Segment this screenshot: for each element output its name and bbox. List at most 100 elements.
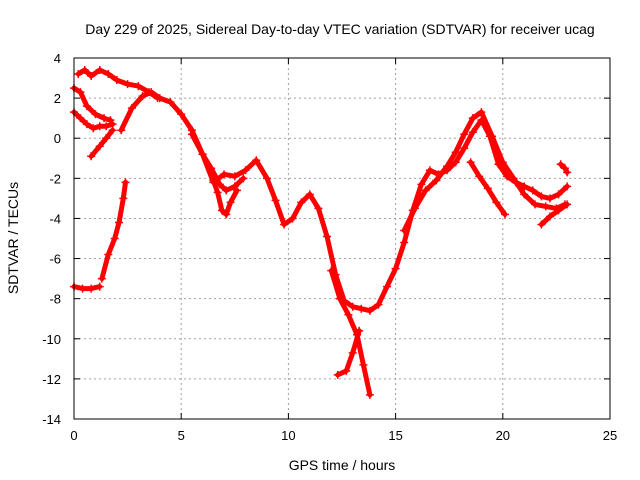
data-point [95,282,104,291]
data-point [466,158,475,167]
data-point [432,176,441,185]
data-point [123,80,132,89]
data-point [108,126,117,135]
series-14 [537,200,572,229]
data-point [187,130,196,139]
chart-title: Day 229 of 2025, Sidereal Day-to-day VTE… [85,21,594,37]
data-point [383,282,392,291]
data-point [357,304,366,313]
data-point [322,232,331,241]
data-point [333,370,342,379]
data-point [400,238,409,247]
y-tick-label: -2 [49,171,61,186]
data-point [314,204,323,213]
data-point [280,220,289,229]
series-9 [209,176,241,219]
data-point [76,114,85,123]
data-point [217,206,226,215]
data-point [556,160,565,169]
y-tick-label: -4 [49,211,61,226]
series-line [75,67,161,101]
x-tick-label: 0 [70,428,77,443]
series-4 [70,84,115,125]
y-axis-label: SDTVAR / TECUs [5,182,21,294]
data-point [554,206,563,215]
y-tick-label: -6 [49,252,61,267]
data-point [537,192,546,201]
data-point [271,196,280,205]
data-point [104,250,113,259]
data-point [82,120,91,129]
data-point [89,124,98,133]
data-point [112,76,121,85]
data-point [119,194,128,203]
data-point [530,200,539,209]
data-point [262,174,271,183]
data-point [365,390,374,399]
x-tick-label: 25 [603,428,617,443]
data-point [177,110,186,119]
x-tick-label: 15 [388,428,402,443]
series-3 [74,66,162,103]
data-point [297,198,306,207]
data-point [443,162,452,171]
x-tick-label: 5 [178,428,185,443]
data-point [500,210,509,219]
series-layer [70,66,572,399]
data-point [400,226,409,235]
data-point [305,190,314,199]
data-point [563,168,572,177]
data-point [365,306,374,315]
x-axis-label: GPS time / hours [289,457,396,473]
data-point [241,166,250,175]
data-point [451,148,460,157]
series-line [88,127,116,159]
data-point [104,70,113,79]
data-point [102,122,111,131]
data-point [220,170,229,179]
data-point [374,300,383,309]
data-point [475,172,484,181]
data-point [91,110,100,119]
series-line [71,284,103,292]
data-point [425,166,434,175]
data-point [74,70,83,79]
data-point [80,66,89,75]
data-point [230,182,239,191]
data-point [230,172,239,181]
ticks: 0 5 10 15 20 25 -14 -12 -10 -8 -6 -4 -2 0 2 4 [42,51,617,443]
data-point [477,108,486,117]
data-point [342,366,351,375]
data-point [554,190,563,199]
y-tick-label: -10 [42,332,61,347]
y-tick-label: 2 [54,91,61,106]
data-point [222,186,231,195]
series-11 [333,326,364,379]
data-point [95,142,104,151]
data-point [115,218,124,227]
y-tick-label: 4 [54,51,61,66]
data-point [563,200,572,209]
y-tick-label: -14 [42,412,61,427]
data-point [97,274,106,283]
data-point [335,294,344,303]
data-point [288,214,297,223]
grid [74,58,610,419]
x-tick-label: 20 [496,428,510,443]
data-point [528,186,537,195]
data-point [509,174,518,183]
series-line [118,89,570,314]
data-point [410,204,419,213]
data-point [344,310,353,319]
data-point [117,126,126,135]
series-8 [187,130,248,195]
data-point [222,210,231,219]
data-point [451,158,460,167]
series-line [99,179,128,282]
data-point [121,178,130,187]
data-point [460,130,469,139]
data-point [102,134,111,143]
data-point [348,348,357,357]
data-point [417,180,426,189]
